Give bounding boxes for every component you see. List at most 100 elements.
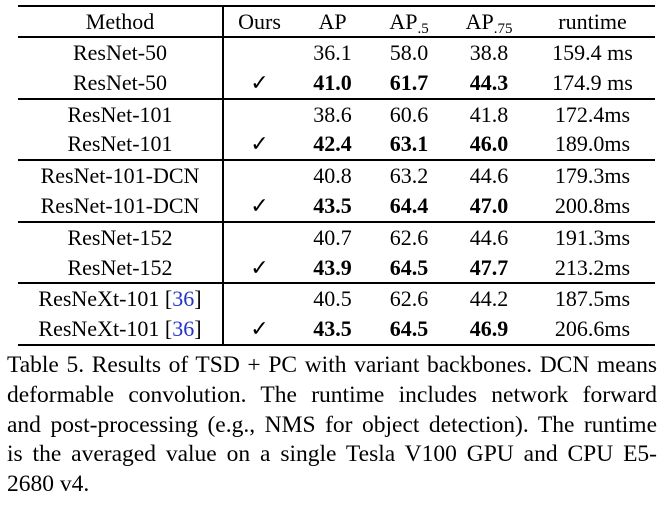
runtime-cell: 159.4 ms <box>552 40 633 65</box>
ap50-cell: 58.0 <box>389 40 429 65</box>
ap50-cell: 64.4 <box>389 192 429 218</box>
caption-line: deformable convolution. The runtime incl… <box>7 381 657 408</box>
ap-cell: 43.5 <box>313 192 352 218</box>
citation-bracket: ] <box>194 286 202 312</box>
ap75-cell: 47.0 <box>469 192 509 218</box>
ours-cell checkmark-icon: ✓ <box>250 254 269 280</box>
col-header-runtime-label: runtime <box>558 9 627 34</box>
runtime-cell: 187.5ms <box>554 286 631 312</box>
ours-cell <box>223 37 295 68</box>
ap-cell: 36.1 <box>313 40 352 65</box>
ap-cell: 40.8 <box>313 163 352 189</box>
runtime-cell: 213.2ms <box>554 254 631 280</box>
method-cell: ResNet-101-DCN <box>18 160 224 191</box>
runtime-cell: 179.3ms <box>554 163 631 189</box>
ap-cell: 41.0 <box>313 69 352 95</box>
ap-cell: 40.7 <box>313 224 352 250</box>
table-row: ResNet-101-DCN ✓ 43.5 64.4 47.0 200.8ms <box>18 190 655 222</box>
table-row: ResNeXt-101 [36] 40.5 62.6 44.2 187.5ms <box>18 283 655 315</box>
col-header-ap75: AP.75 <box>448 6 530 37</box>
table-row: ResNet-50 ✓ 41.0 61.7 44.3 174.9 ms <box>18 67 655 99</box>
citation-bracket: [ <box>164 316 173 342</box>
method-cell: ResNet-101 <box>18 98 224 130</box>
ap50-cell: 61.7 <box>389 69 429 95</box>
method-cell: ResNet-152 <box>18 221 224 253</box>
col-header-runtime: runtime <box>530 6 655 37</box>
ours-cell checkmark-icon: ✓ <box>250 192 269 218</box>
col-header-method-label: Method <box>85 9 155 34</box>
ours-cell checkmark-icon: ✓ <box>250 316 269 342</box>
method-cell: ResNet-101-DCN <box>18 190 224 222</box>
ap50-cell: 60.6 <box>389 101 429 127</box>
ap75-cell: 44.3 <box>469 69 509 95</box>
col-header-ap50: AP.5 <box>370 6 448 37</box>
caption-line: and post-processing (e.g., NMS for objec… <box>7 411 657 438</box>
citation-bracket: ] <box>194 316 202 342</box>
ap75-cell: 44.6 <box>469 224 509 250</box>
ap-cell: 38.6 <box>313 101 352 127</box>
ap50-cell: 62.6 <box>389 286 429 312</box>
header-row: Method Ours AP AP.5 AP.75 runtime <box>18 6 655 37</box>
table-row: ResNet-101 38.6 60.6 41.8 172.4ms <box>18 98 655 130</box>
ap75-cell: 44.6 <box>469 163 509 189</box>
table-caption: Table 5. Results of TSD + PC with varian… <box>7 351 657 500</box>
ap-cell: 42.4 <box>313 131 352 157</box>
results-table: Method Ours AP AP.5 AP.75 runtime ResNet… <box>18 5 655 346</box>
runtime-cell: 206.6ms <box>554 316 631 342</box>
table-row: ResNet-101 ✓ 42.4 63.1 46.0 189.0ms <box>18 129 655 161</box>
runtime-cell: 200.8ms <box>554 192 631 218</box>
caption-line: Table 5. Results of TSD + PC with varian… <box>7 352 657 378</box>
ap-cell: 43.9 <box>313 254 352 280</box>
col-header-ap50-label: AP <box>389 9 418 34</box>
method-name: ResNeXt-101 <box>38 316 165 342</box>
caption-line: is the averaged value on a single Tesla … <box>7 441 657 468</box>
col-header-ap: AP <box>295 6 370 37</box>
method-name: ResNeXt-101 <box>38 286 165 312</box>
method-cell: ResNeXt-101 [36] <box>18 283 224 315</box>
col-header-ours-label: Ours <box>238 9 281 34</box>
ap75-cell: 46.9 <box>469 316 509 342</box>
col-header-ap-label: AP <box>318 9 347 34</box>
ap75-cell: 47.7 <box>469 254 509 280</box>
ours-cell checkmark-icon: ✓ <box>250 69 269 95</box>
citation-link[interactable]: 36 <box>172 286 195 312</box>
ours-cell <box>223 99 295 130</box>
ours-cell <box>223 283 295 314</box>
runtime-cell: 189.0ms <box>554 131 631 157</box>
ours-cell <box>223 160 295 191</box>
col-header-ap75-label: AP <box>465 9 494 34</box>
runtime-cell: 172.4ms <box>554 101 631 127</box>
method-cell: ResNet-101 <box>18 129 224 161</box>
ap50-cell: 64.5 <box>389 254 429 280</box>
ap75-cell: 44.2 <box>469 286 509 312</box>
table-row: ResNet-50 36.1 58.0 38.8 159.4 ms <box>18 37 655 68</box>
table-row: ResNet-152 40.7 62.6 44.6 191.3ms <box>18 221 655 253</box>
ap75-cell: 38.8 <box>469 40 509 65</box>
ours-cell checkmark-icon: ✓ <box>250 131 269 157</box>
method-cell: ResNet-50 <box>18 67 224 99</box>
table-row: ResNet-101-DCN 40.8 63.2 44.6 179.3ms <box>18 160 655 191</box>
caption-line: 2680 v4. <box>7 471 90 498</box>
col-header-ap75-subscript: .75 <box>493 21 513 37</box>
table-row: ResNeXt-101 [36] ✓ 43.5 64.5 46.9 206.6m… <box>18 314 655 345</box>
method-cell: ResNeXt-101 [36] <box>18 314 224 345</box>
method-cell: ResNet-50 <box>18 37 224 68</box>
runtime-cell: 191.3ms <box>554 224 631 250</box>
citation-bracket: [ <box>164 286 173 312</box>
ap-cell: 40.5 <box>313 286 352 312</box>
runtime-cell: 174.9 ms <box>552 69 633 95</box>
ap50-cell: 63.2 <box>389 163 429 189</box>
col-header-ours: Ours <box>223 6 295 37</box>
ap50-cell: 63.1 <box>389 131 429 157</box>
ours-cell <box>223 222 295 253</box>
ap-cell: 43.5 <box>313 316 352 342</box>
method-cell: ResNet-152 <box>18 252 224 284</box>
ap50-cell: 62.6 <box>389 224 429 250</box>
table-row: ResNet-152 ✓ 43.9 64.5 47.7 213.2ms <box>18 252 655 284</box>
ap75-cell: 46.0 <box>469 131 509 157</box>
ap75-cell: 41.8 <box>469 101 509 127</box>
col-header-ap50-subscript: .5 <box>417 21 429 37</box>
citation-link[interactable]: 36 <box>172 316 195 342</box>
col-header-method: Method <box>18 6 224 37</box>
